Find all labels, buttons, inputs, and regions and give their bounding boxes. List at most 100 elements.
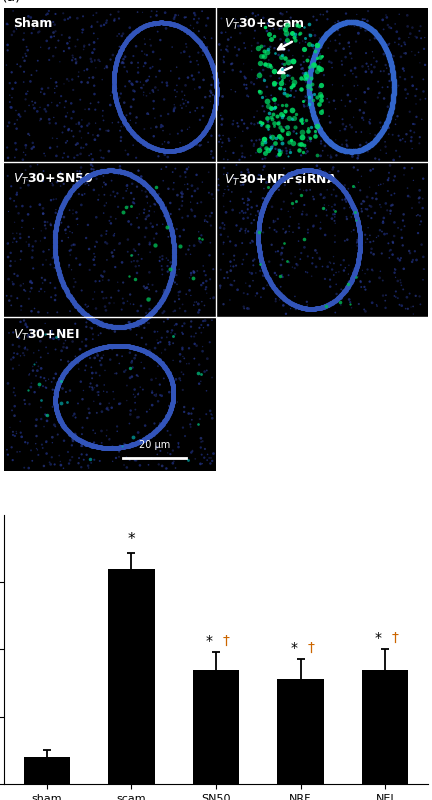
Point (296, 20, 303, 33)
Point (107, 354, 114, 366)
Point (209, 111, 216, 124)
Point (88, 21, 95, 34)
Point (79, 435, 86, 448)
Point (320, 167, 327, 180)
Point (271, 136, 278, 149)
Point (298, 114, 305, 126)
Point (276, 130, 283, 142)
Point (188, 179, 195, 192)
Point (334, 293, 340, 306)
Point (316, 166, 323, 178)
Point (118, 321, 125, 334)
Point (170, 386, 177, 399)
Point (150, 350, 157, 362)
Point (96, 55, 103, 68)
Point (255, 236, 262, 249)
Point (178, 199, 185, 212)
Point (277, 258, 284, 271)
Point (91, 54, 98, 67)
Point (4, 18, 11, 31)
Point (334, 19, 341, 32)
Point (278, 203, 285, 216)
Point (378, 126, 385, 139)
Point (131, 129, 138, 142)
Point (120, 166, 127, 178)
Point (327, 149, 334, 162)
Point (103, 340, 110, 353)
Point (35, 26, 41, 39)
Point (197, 41, 204, 54)
Point (34, 54, 41, 67)
Point (17, 426, 24, 439)
Point (10, 386, 17, 398)
Point (389, 128, 396, 141)
Point (60, 420, 67, 433)
Point (187, 138, 194, 151)
Point (146, 403, 153, 416)
Point (52, 226, 59, 238)
Point (211, 102, 218, 115)
Point (32, 419, 39, 432)
Point (279, 173, 286, 186)
Point (52, 41, 59, 54)
Point (176, 203, 183, 216)
Point (90, 314, 97, 326)
Point (50, 26, 57, 39)
Point (241, 151, 248, 164)
Point (353, 259, 360, 272)
Point (300, 233, 307, 246)
Point (411, 245, 418, 258)
Point (297, 138, 304, 150)
Point (356, 238, 363, 251)
Point (350, 207, 357, 220)
Point (410, 174, 417, 186)
Point (133, 211, 140, 224)
Point (116, 398, 123, 410)
Point (185, 454, 192, 466)
Point (143, 90, 150, 102)
Point (150, 305, 157, 318)
Point (315, 40, 322, 53)
Point (356, 144, 363, 157)
Point (315, 113, 322, 126)
Point (421, 262, 428, 275)
Point (256, 214, 263, 227)
Point (7, 259, 14, 272)
Point (238, 66, 245, 78)
Point (21, 26, 28, 39)
Point (208, 130, 215, 142)
Point (159, 418, 165, 430)
Point (106, 214, 113, 227)
Point (170, 354, 177, 366)
Point (52, 343, 59, 356)
Point (327, 274, 334, 286)
Point (171, 242, 178, 255)
Point (343, 138, 350, 151)
Point (134, 6, 141, 18)
Point (387, 105, 394, 118)
Point (71, 407, 78, 420)
Point (309, 257, 316, 270)
Point (293, 121, 300, 134)
Point (379, 125, 386, 138)
Point (17, 415, 24, 428)
Point (138, 356, 145, 369)
Point (142, 38, 149, 50)
Point (141, 313, 148, 326)
Point (99, 181, 106, 194)
Point (104, 319, 111, 332)
Point (330, 183, 337, 196)
Point (53, 76, 60, 89)
Point (391, 216, 398, 229)
Point (120, 57, 127, 70)
Point (206, 114, 213, 127)
Point (57, 272, 64, 285)
Point (372, 134, 378, 146)
Point (82, 347, 89, 360)
Point (220, 298, 227, 310)
Point (282, 24, 289, 37)
Point (110, 76, 117, 89)
Point (321, 130, 328, 143)
Point (257, 40, 264, 53)
Point (398, 279, 405, 292)
